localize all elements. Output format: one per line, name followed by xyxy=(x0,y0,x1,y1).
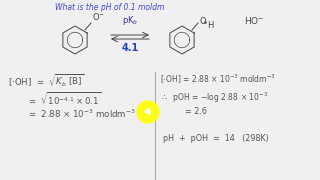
Text: HO$^{-}$: HO$^{-}$ xyxy=(244,15,265,26)
Text: =  $\sqrt{10^{-4.1} \times 0.1}$: = $\sqrt{10^{-4.1} \times 0.1}$ xyxy=(28,91,101,108)
Text: = 2.6: = 2.6 xyxy=(185,107,207,116)
Text: H: H xyxy=(207,21,213,30)
Text: What is the pH of 0.1 moldm: What is the pH of 0.1 moldm xyxy=(55,3,164,12)
Text: $[\cdot$OH$]$  =  $\sqrt{K_b\ [\mathrm{B}]}$: $[\cdot$OH$]$ = $\sqrt{K_b\ [\mathrm{B}]… xyxy=(8,73,84,89)
Text: 4.1: 4.1 xyxy=(121,43,139,53)
Text: =  2.88 $\times$ 10$^{-3}$ moldm$^{-3}$: = 2.88 $\times$ 10$^{-3}$ moldm$^{-3}$ xyxy=(28,108,136,120)
Text: O$^{-}$: O$^{-}$ xyxy=(92,12,105,22)
Text: pH  +  pOH  =  14   (298K): pH + pOH = 14 (298K) xyxy=(163,134,269,143)
Circle shape xyxy=(137,101,159,123)
Text: $[\cdot$OH$]$ = 2.88 $\times$ 10$^{-3}$ moldm$^{-3}$: $[\cdot$OH$]$ = 2.88 $\times$ 10$^{-3}$ … xyxy=(160,73,276,86)
Text: O: O xyxy=(199,17,206,26)
Text: pK$_b$: pK$_b$ xyxy=(122,14,138,27)
Text: $\therefore$  pOH = $-$log 2.88 $\times$ 10$^{-3}$: $\therefore$ pOH = $-$log 2.88 $\times$ … xyxy=(160,91,268,105)
